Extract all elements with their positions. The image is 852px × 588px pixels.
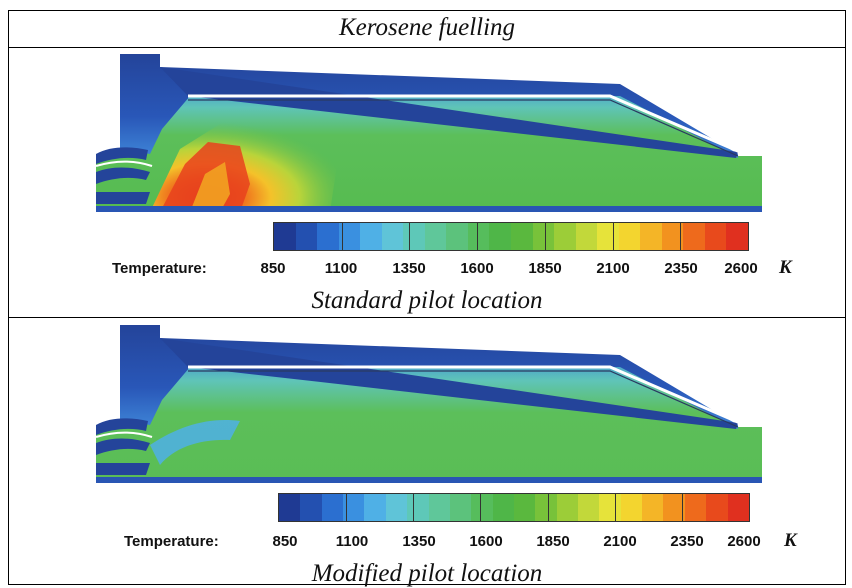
tick-label: 1600	[460, 260, 494, 277]
panel-divider	[8, 317, 846, 318]
colorbar-swatch	[513, 494, 536, 521]
colorbar-swatch	[684, 494, 707, 521]
tick-label: 2350	[670, 533, 704, 550]
colorbar-swatch	[727, 494, 749, 521]
colorbar-swatch	[428, 494, 450, 521]
colorbar-swatch	[360, 223, 382, 250]
figure-title: Kerosene fuelling	[338, 14, 516, 41]
colorbar-unit-modified: K	[784, 530, 797, 551]
colorbar-tick	[614, 494, 616, 521]
colorbar-tick	[612, 223, 614, 250]
colorbar-swatch	[578, 494, 600, 521]
colorbar-unit-standard: K	[779, 257, 792, 278]
colorbar-swatch	[726, 223, 749, 250]
colorbar-swatch	[467, 223, 490, 250]
panel-caption-standard: Standard pilot location	[311, 287, 543, 314]
colorbar-swatch	[300, 494, 322, 521]
colorbar-swatch	[424, 223, 447, 250]
colorbar-swatch	[489, 223, 512, 250]
header-divider	[8, 47, 846, 48]
colorbar-swatch	[704, 223, 727, 250]
colorbar-swatch	[663, 494, 685, 521]
colorbar-swatch	[338, 223, 361, 250]
colorbar-swatch	[597, 223, 619, 250]
colorbar-swatch	[620, 494, 643, 521]
colorbar-swatch	[599, 494, 621, 521]
colorbar-swatch	[317, 223, 339, 250]
colorbar-tick	[547, 494, 549, 521]
colorbar-swatch	[511, 223, 533, 250]
colorbar-swatch	[618, 223, 641, 250]
colorbar-tick	[346, 494, 348, 521]
colorbar-tick	[680, 223, 682, 250]
colorbar-swatch	[556, 494, 579, 521]
colorbar-swatch	[449, 494, 472, 521]
colorbar-tick	[413, 494, 415, 521]
colorbar-tick	[409, 223, 411, 250]
colorbar-swatch	[706, 494, 728, 521]
colorbar-swatch	[321, 494, 344, 521]
tick-label: 1850	[536, 533, 570, 550]
tick-label: 1350	[402, 533, 436, 550]
tick-label: 2100	[596, 260, 630, 277]
tick-label: 1850	[528, 260, 562, 277]
tick-label: 1350	[392, 260, 426, 277]
colorbar-tick	[341, 223, 343, 250]
colorbar-modified	[278, 493, 750, 522]
colorbar-standard	[273, 222, 749, 251]
contour-plot-standard	[95, 54, 762, 212]
colorbar-swatch	[403, 223, 425, 250]
colorbar-swatch	[381, 223, 404, 250]
colorbar-tick	[480, 494, 482, 521]
colorbar-swatch	[683, 223, 705, 250]
colorbar-swatch	[295, 223, 318, 250]
tick-label: 1100	[324, 260, 358, 277]
colorbar-swatch	[535, 494, 557, 521]
colorbar-swatch	[471, 494, 493, 521]
tick-label: 2600	[727, 533, 761, 550]
colorbar-swatch	[492, 494, 514, 521]
panel-caption-modified: Modified pilot location	[311, 560, 543, 587]
tick-label: 2600	[724, 260, 758, 277]
tick-label: 1600	[469, 533, 503, 550]
colorbar-swatch	[343, 494, 365, 521]
colorbar-tick	[681, 494, 683, 521]
colorbar-swatch	[385, 494, 408, 521]
colorbar-label-modified: Temperature:	[124, 533, 219, 550]
colorbar-label-standard: Temperature:	[112, 260, 207, 277]
colorbar-swatch	[575, 223, 598, 250]
figure-frame	[8, 10, 846, 585]
colorbar-swatch	[642, 494, 664, 521]
colorbar-swatch	[532, 223, 555, 250]
colorbar-tick	[544, 223, 546, 250]
colorbar-swatch	[554, 223, 576, 250]
tick-label: 2350	[664, 260, 698, 277]
contour-plot-modified	[95, 325, 762, 483]
colorbar-swatch	[640, 223, 662, 250]
colorbar-swatch	[364, 494, 386, 521]
colorbar-swatch	[407, 494, 429, 521]
tick-label: 1100	[335, 533, 369, 550]
colorbar-swatch	[661, 223, 684, 250]
tick-label: 850	[272, 533, 298, 550]
colorbar-swatch	[274, 223, 296, 250]
tick-label: 2100	[603, 533, 637, 550]
tick-label: 850	[260, 260, 286, 277]
colorbar-tick	[477, 223, 479, 250]
colorbar-swatch	[279, 494, 301, 521]
colorbar-swatch	[446, 223, 468, 250]
